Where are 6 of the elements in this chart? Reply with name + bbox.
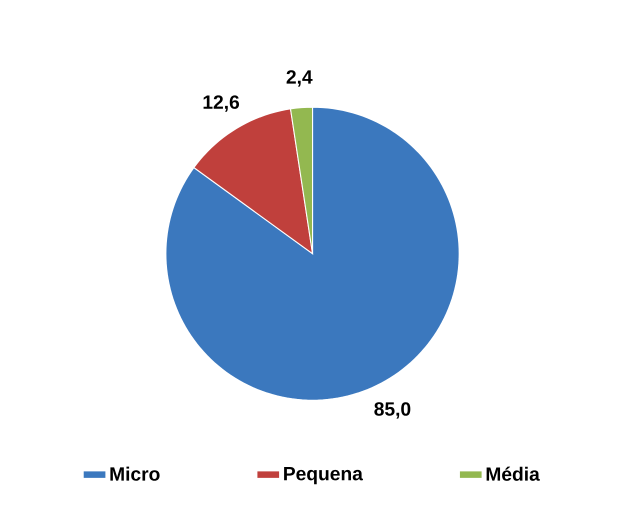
- data-label: 12,6: [204, 95, 240, 112]
- data-label: 2,4: [286, 70, 313, 87]
- data-label: 85,0: [374, 402, 410, 419]
- legend-label: Pequena: [284, 467, 363, 484]
- legend-label: Média: [486, 466, 540, 481]
- legend-label: Micro: [110, 466, 160, 481]
